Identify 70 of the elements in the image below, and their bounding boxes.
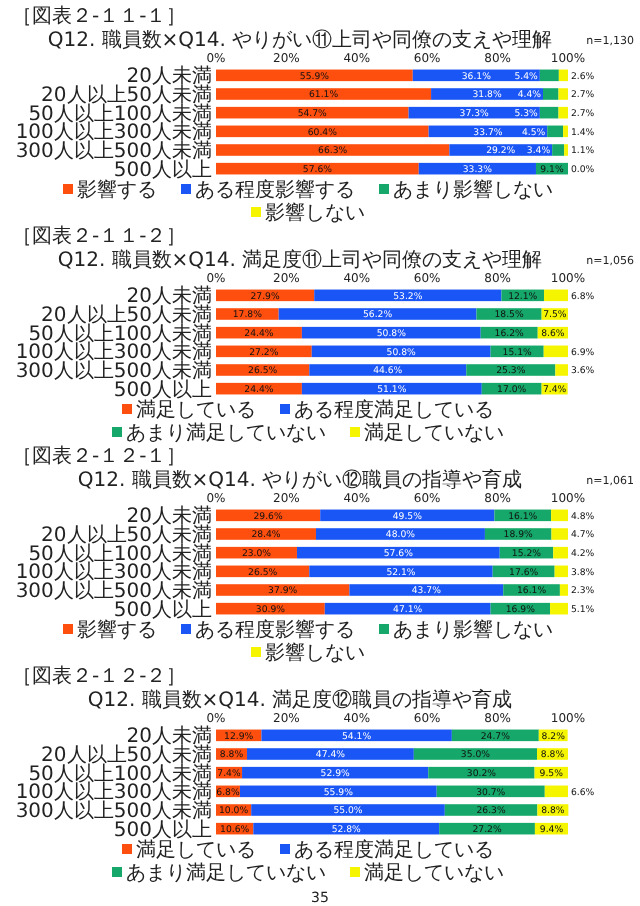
bar [251, 804, 445, 816]
bar [558, 69, 568, 82]
y-tick-label: 500人以上 [113, 157, 212, 182]
chart-title: Q12. 職員数×Q14. やりがい⑪上司や同僚の支えや理解 [47, 28, 553, 52]
text: ［図表２-１２-２］ [12, 664, 187, 688]
y-tick-label: 300人以上500人未満 [15, 579, 212, 603]
legend-label: あまり影響しない [393, 178, 553, 202]
legend-label: 満足している [136, 398, 256, 422]
legend-label: あまり影響しない [393, 618, 553, 642]
bar [216, 106, 409, 119]
bar [543, 88, 559, 100]
bar [553, 546, 568, 559]
y-tick-label: 300人以上500人未満 [15, 359, 212, 383]
bar [444, 804, 538, 816]
bar [216, 144, 450, 156]
legend-label: 影響する [77, 618, 157, 642]
legend-label: あまり満足していない [126, 421, 326, 445]
y-tick-label: 500人以上 [113, 377, 212, 402]
bar [296, 546, 500, 559]
bar [558, 88, 568, 100]
bar [216, 88, 432, 100]
legend-label: 満足している [136, 838, 256, 862]
bar [555, 364, 568, 376]
bar [261, 729, 452, 742]
bar [559, 584, 568, 596]
bar [315, 528, 485, 540]
chart-title: Q12. 職員数×Q14. 満足度⑫職員の指導や育成 [87, 688, 513, 712]
legend-label: ある程度影響する [195, 618, 355, 642]
bar [301, 382, 482, 395]
text: ［図表２-１１-１］ [12, 4, 187, 28]
y-tick-label: 500人以上 [113, 817, 212, 842]
text: ［図表２-１２-１］ [12, 444, 187, 468]
bar [216, 584, 350, 596]
chart-title: Q12. 職員数×Q14. 満足度⑪上司や同僚の支えや理解 [57, 248, 543, 272]
y-tick-label: 300人以上500人未満 [15, 799, 212, 823]
bar [466, 364, 556, 376]
legend-label: ある程度影響する [195, 178, 355, 202]
bar [309, 364, 467, 376]
bar [547, 125, 564, 138]
legend-label: ある程度満足している [294, 838, 494, 862]
bar [544, 785, 568, 798]
legend-label: 満足していない [364, 421, 504, 445]
bar [551, 528, 568, 540]
bar [309, 565, 493, 578]
bar [539, 69, 559, 82]
bar [554, 565, 568, 578]
text: ［図表２-１１-２］ [12, 224, 187, 248]
chart-title: Q12. 職員数×Q14. やりがい⑫職員の指導や育成 [77, 468, 523, 492]
bar [413, 748, 538, 760]
bar [246, 748, 414, 760]
bar [349, 584, 504, 596]
bar [216, 528, 316, 540]
bar [539, 106, 559, 119]
bar [551, 509, 568, 522]
legend-label: ある程度満足している [294, 398, 494, 422]
bar [552, 144, 565, 156]
y-tick-label: 300人以上500人未満 [15, 139, 212, 163]
bar [550, 602, 568, 615]
bar [278, 308, 477, 320]
bar [558, 106, 568, 119]
legend-label: 影響する [77, 178, 157, 202]
y-tick-label: 500人以上 [113, 597, 212, 622]
bar [216, 162, 419, 175]
legend-label: 影響しない [265, 641, 365, 665]
legend-label: 満足していない [364, 861, 504, 885]
legend-label: あまり満足していない [126, 861, 326, 885]
bar [544, 289, 568, 302]
bar [216, 364, 310, 376]
legend-label: 影響しない [265, 201, 365, 225]
bar [543, 345, 568, 358]
